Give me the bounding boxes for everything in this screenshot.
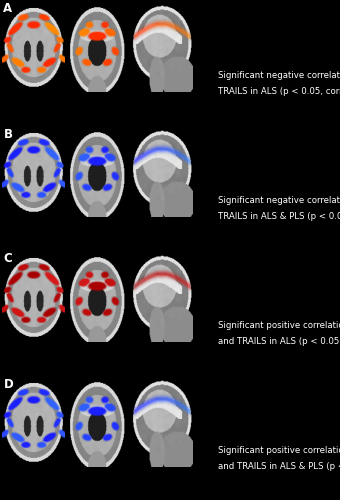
Text: Significant positive correlation between IE-water T₂: Significant positive correlation between… <box>218 446 340 454</box>
Text: TRAILS in ALS & PLS (p < 0.05, corrected): TRAILS in ALS & PLS (p < 0.05, corrected… <box>218 212 340 221</box>
Text: A: A <box>3 2 13 16</box>
Text: TRAILS in ALS (p < 0.05, corrected): TRAILS in ALS (p < 0.05, corrected) <box>218 87 340 96</box>
Text: Significant negative correlation between MWF and: Significant negative correlation between… <box>218 196 340 204</box>
Text: C: C <box>3 252 12 266</box>
Text: Significant positive correlation between IE-water T₂: Significant positive correlation between… <box>218 320 340 330</box>
Text: B: B <box>3 128 12 140</box>
Text: and TRAILS in ALS (p < 0.05, corrected): and TRAILS in ALS (p < 0.05, corrected) <box>218 337 340 346</box>
Text: D: D <box>3 378 13 390</box>
Text: and TRAILS in ALS & PLS (p < 0.05, corrected): and TRAILS in ALS & PLS (p < 0.05, corre… <box>218 462 340 471</box>
Text: Significant negative correlation between MWF and: Significant negative correlation between… <box>218 70 340 80</box>
